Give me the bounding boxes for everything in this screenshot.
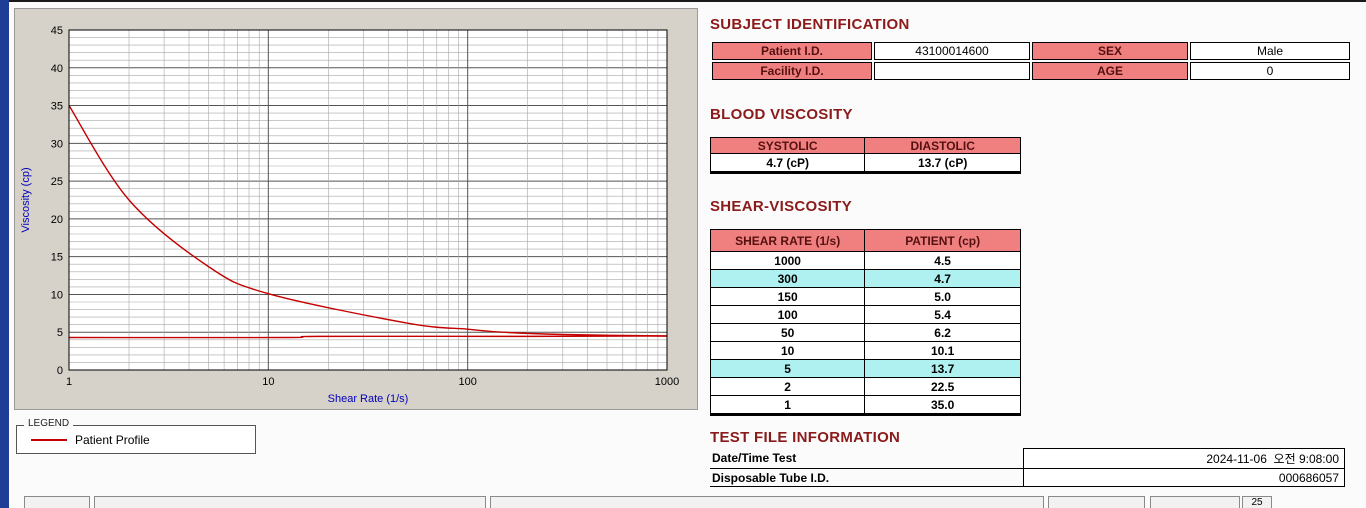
blood-viscosity-table: SYSTOLIC DIASTOLIC 4.7 (cP) 13.7 (cP) — [709, 137, 1021, 174]
left-accent-bar — [0, 0, 9, 508]
svg-text:10: 10 — [51, 289, 63, 301]
bottom-partial-control[interactable] — [1048, 496, 1145, 508]
patient-id-value: 43100014600 — [874, 42, 1030, 60]
shear-row: 50 6.2 — [709, 323, 1021, 342]
shear-row: 1000 4.5 — [709, 251, 1021, 270]
table-row: Patient I.D. 43100014600 SEX Male — [712, 42, 1350, 60]
shear-rate-cell: 5 — [709, 359, 866, 378]
bottom-partial-control[interactable] — [490, 496, 1044, 508]
svg-text:1: 1 — [66, 376, 72, 388]
disposable-tube-id-label: Disposable Tube I.D. — [710, 468, 1024, 487]
viscosity-chart: 0 5 10 15 20 25 30 35 40 45 1 10 100 1000 Viscosity (c… — [20, 25, 679, 405]
diastolic-header: DIASTOLIC — [864, 137, 1021, 154]
test-file-table: Date/Time Test 2024-11-06 오전 9:08:00 Dis… — [710, 448, 1345, 487]
shear-row: 300 4.7 — [709, 269, 1021, 288]
shear-rate-cell: 2 — [709, 377, 866, 396]
svg-text:0: 0 — [57, 365, 63, 377]
svg-text:20: 20 — [51, 214, 63, 226]
patient-cp-cell: 6.2 — [864, 323, 1021, 342]
bottom-partial-value[interactable]: 25 — [1242, 496, 1272, 508]
patient-cp-header: PATIENT (cp) — [864, 229, 1021, 252]
shear-row: 100 5.4 — [709, 305, 1021, 324]
bottom-partial-control[interactable] — [1150, 496, 1240, 508]
diastolic-value: 13.7 (cP) — [864, 153, 1021, 173]
bottom-partial-control[interactable] — [24, 496, 90, 508]
shear-row: 1 35.0 — [709, 395, 1021, 415]
patient-cp-cell: 35.0 — [864, 395, 1021, 415]
blood-viscosity-section: BLOOD VISCOSITY SYSTOLIC DIASTOLIC 4.7 (… — [709, 106, 1021, 174]
systolic-value: 4.7 (cP) — [709, 153, 866, 173]
svg-text:25: 25 — [51, 176, 63, 188]
subject-identification-section: SUBJECT IDENTIFICATION Patient I.D. 4310… — [710, 16, 1352, 82]
shear-rate-cell: 300 — [709, 269, 866, 288]
shear-row: 2 22.5 — [709, 377, 1021, 396]
svg-text:Viscosity (cp): Viscosity (cp) — [20, 167, 32, 232]
shear-rate-cell: 10 — [709, 341, 866, 360]
svg-text:45: 45 — [51, 25, 63, 37]
shear-viscosity-section: SHEAR-VISCOSITY SHEAR RATE (1/s) PATIENT… — [709, 198, 1021, 416]
patient-cp-cell: 22.5 — [864, 377, 1021, 396]
facility-id-label: Facility I.D. — [712, 62, 872, 80]
age-value: 0 — [1190, 62, 1350, 80]
window-top-border — [0, 0, 1366, 2]
shear-rate-cell: 100 — [709, 305, 866, 324]
svg-text:Shear Rate (1/s): Shear Rate (1/s) — [328, 393, 409, 405]
blood-viscosity-heading: BLOOD VISCOSITY — [710, 106, 853, 123]
patient-cp-cell: 5.0 — [864, 287, 1021, 306]
legend-title: LEGEND — [24, 418, 74, 429]
svg-text:100: 100 — [458, 376, 476, 388]
test-file-information-section: TEST FILE INFORMATION Date/Time Test 202… — [710, 429, 1345, 487]
shear-table-body: 1000 4.5 300 4.7 150 5.0 100 5.4 50 6.2 10 10.1 5 13.… — [709, 251, 1021, 415]
patient-cp-cell: 13.7 — [864, 359, 1021, 378]
svg-text:5: 5 — [57, 327, 63, 339]
table-row: Disposable Tube I.D. 000686057 — [710, 468, 1345, 487]
chart-legend: LEGEND Patient Profile — [16, 418, 256, 454]
shear-row: 150 5.0 — [709, 287, 1021, 306]
table-row: 4.7 (cP) 13.7 (cP) — [709, 153, 1021, 173]
shear-row: 10 10.1 — [709, 341, 1021, 360]
shear-rate-cell: 1 — [709, 395, 866, 415]
legend-entry-label: Patient Profile — [75, 432, 150, 447]
table-row: Date/Time Test 2024-11-06 오전 9:08:00 — [710, 448, 1345, 469]
systolic-header: SYSTOLIC — [709, 137, 866, 154]
shear-row: 5 13.7 — [709, 359, 1021, 378]
disposable-tube-id-value: 000686057 — [1023, 468, 1345, 487]
age-label: AGE — [1032, 62, 1188, 80]
legend-line-sample-icon — [31, 438, 67, 441]
svg-text:10: 10 — [262, 376, 274, 388]
shear-viscosity-table: SHEAR RATE (1/s) PATIENT (cp) 1000 4.5 300… — [709, 229, 1021, 416]
date-time-test-value: 2024-11-06 오전 9:08:00 — [1023, 448, 1345, 469]
patient-id-label: Patient I.D. — [712, 42, 872, 60]
svg-text:40: 40 — [51, 63, 63, 75]
svg-text:30: 30 — [51, 138, 63, 150]
facility-id-value — [874, 62, 1030, 80]
table-header-row: SHEAR RATE (1/s) PATIENT (cp) — [709, 229, 1021, 252]
bottom-partial-control[interactable] — [94, 496, 486, 508]
sex-label: SEX — [1032, 42, 1188, 60]
table-row: Facility I.D. AGE 0 — [712, 62, 1350, 80]
shear-rate-cell: 50 — [709, 323, 866, 342]
svg-text:35: 35 — [51, 101, 63, 113]
date-time-test-label: Date/Time Test — [710, 448, 1024, 469]
legend-entry: Patient Profile — [17, 426, 255, 453]
patient-cp-cell: 10.1 — [864, 341, 1021, 360]
patient-cp-cell: 4.5 — [864, 251, 1021, 270]
shear-viscosity-heading: SHEAR-VISCOSITY — [710, 198, 853, 215]
shear-rate-cell: 1000 — [709, 251, 866, 270]
test-file-information-heading: TEST FILE INFORMATION — [710, 429, 901, 446]
patient-cp-cell: 4.7 — [864, 269, 1021, 288]
subject-identification-heading: SUBJECT IDENTIFICATION — [710, 16, 910, 33]
shear-rate-cell: 150 — [709, 287, 866, 306]
viscosity-chart-panel: 0 5 10 15 20 25 30 35 40 45 1 10 100 1000 Viscosity (c… — [14, 8, 698, 410]
shear-rate-header: SHEAR RATE (1/s) — [709, 229, 866, 252]
svg-text:1000: 1000 — [655, 376, 679, 388]
svg-text:15: 15 — [51, 252, 63, 264]
patient-cp-cell: 5.4 — [864, 305, 1021, 324]
table-header-row: SYSTOLIC DIASTOLIC — [709, 137, 1021, 154]
subject-table: Patient I.D. 43100014600 SEX Male Facili… — [710, 40, 1352, 82]
sex-value: Male — [1190, 42, 1350, 60]
